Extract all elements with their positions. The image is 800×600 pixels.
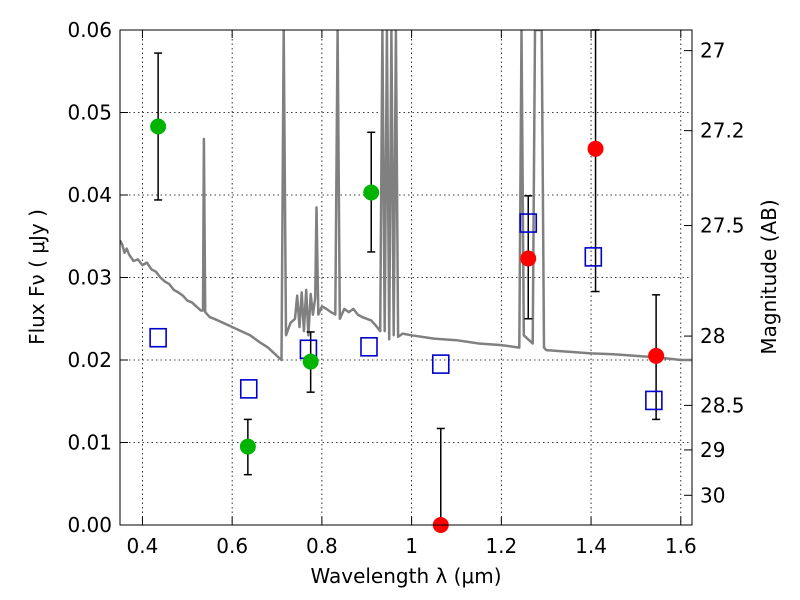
x-axis: 0.4 0.6 0.8 1 1.2 1.4 1.6 — [127, 30, 697, 558]
right-axis-label: Magnitude (AB) — [757, 199, 781, 354]
y-tick-label: 0.04 — [67, 183, 112, 207]
grid — [120, 30, 692, 525]
green-data-point — [302, 353, 319, 370]
right-tick-label: 28.5 — [700, 393, 745, 417]
open-square-marker — [584, 247, 603, 267]
open-square-marker — [431, 354, 450, 374]
right-tick-label: 29 — [700, 438, 725, 462]
x-tick-label: 1 — [405, 534, 418, 558]
model-spectrum — [120, 30, 692, 362]
open-square-marker — [149, 327, 167, 348]
right-tick-label: 27.2 — [700, 119, 745, 143]
red-data-point — [520, 250, 537, 267]
y-tick-label: 0.06 — [67, 18, 112, 42]
open-square-marker — [519, 213, 538, 233]
open-square-marker — [239, 379, 258, 399]
x-tick-label: 0.6 — [216, 534, 248, 558]
y-tick-label: 0.05 — [67, 101, 112, 125]
open-square-marker — [360, 336, 378, 357]
red-data-point — [648, 347, 665, 364]
y-axis-label: Flux Fν ( μJy ) — [25, 209, 49, 345]
right-tick-label: 27.5 — [700, 214, 745, 238]
right-tick-label: 28 — [700, 324, 725, 348]
green-data-point — [150, 118, 167, 135]
x-axis-label: Wavelength λ (μm) — [310, 564, 501, 588]
open-squares — [149, 213, 663, 411]
x-tick-label: 0.8 — [306, 534, 338, 558]
green-data-point — [363, 184, 380, 201]
right-axis: 27 27.2 27.5 28 28.5 29 30 — [684, 39, 745, 507]
red-data-point — [587, 140, 604, 157]
y-axis: 0.00 0.01 0.02 0.03 0.04 0.05 0.06 — [67, 18, 128, 537]
right-tick-label: 27 — [700, 39, 725, 63]
right-tick-label: 30 — [700, 483, 725, 507]
y-tick-label: 0.00 — [67, 513, 112, 537]
y-tick-label: 0.02 — [67, 348, 112, 372]
y-tick-label: 0.03 — [67, 266, 112, 290]
green-data-point — [239, 438, 256, 455]
model-spectrum-line — [120, 30, 692, 362]
data-points — [150, 118, 665, 533]
open-square-marker — [645, 390, 663, 411]
x-tick-label: 1.4 — [575, 534, 607, 558]
y-tick-label: 0.01 — [67, 431, 112, 455]
x-tick-label: 0.4 — [127, 534, 159, 558]
x-tick-label: 1.6 — [665, 534, 697, 558]
x-tick-label: 1.2 — [485, 534, 517, 558]
